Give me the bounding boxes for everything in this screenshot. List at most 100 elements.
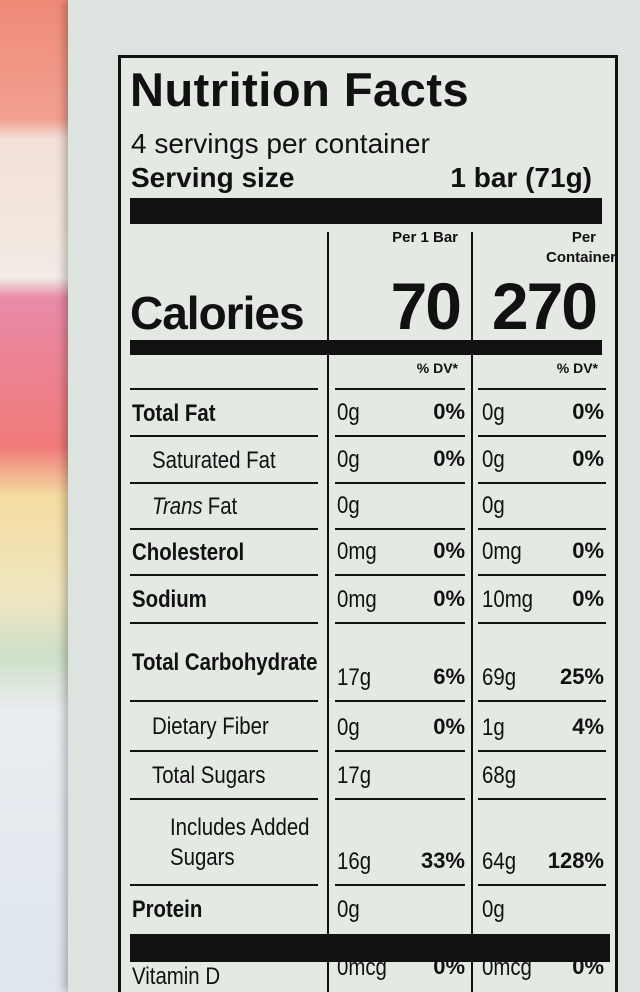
nutrient-name: Includes Added Sugars [170, 800, 320, 886]
rule [335, 388, 465, 390]
amount: 0g [337, 492, 360, 519]
daily-value: 0% [572, 538, 604, 563]
rule [130, 528, 318, 530]
rule [478, 435, 606, 437]
nutrient-name-italic: Trans [152, 493, 203, 520]
amount: 0mg [337, 586, 377, 613]
calories-value: 70 [390, 269, 462, 343]
daily-value: 6% [433, 664, 465, 689]
rule [478, 622, 606, 624]
rule [130, 700, 318, 702]
rule [130, 574, 318, 576]
nutrient-name-text: Protein [132, 896, 203, 923]
column-rule [327, 232, 329, 992]
rule [130, 798, 318, 800]
amount: 0g [482, 896, 505, 923]
amount: 0mg [482, 538, 522, 565]
rule [478, 700, 606, 702]
column-heading: Per Container [546, 229, 617, 266]
amount: 0g [337, 714, 360, 741]
rule [478, 750, 606, 752]
nutrient-name: Cholesterol [132, 530, 320, 576]
serving-size-label: Serving size [131, 162, 295, 193]
daily-value: 0% [433, 714, 465, 739]
rule [335, 482, 465, 484]
nutrient-name-text: Vitamin D [132, 963, 221, 990]
title: Nutrition Facts [130, 63, 470, 116]
thick-rule [130, 934, 610, 962]
rule [130, 622, 318, 624]
rule [335, 435, 465, 437]
amount: 10mg [482, 586, 534, 613]
nutrient-name-text: Total Sugars [152, 762, 266, 789]
nutrient-name-text: Fat [207, 493, 238, 520]
daily-value: 0% [433, 954, 465, 979]
rule [478, 884, 606, 886]
amount: 0mcg [337, 954, 387, 981]
amount: 16g [337, 848, 372, 875]
daily-value: 33% [420, 848, 465, 873]
amount: 64g [482, 848, 517, 875]
nutrient-name-text: Total Fat [132, 399, 216, 427]
rule [335, 798, 465, 800]
calories-label: Calories [130, 287, 305, 339]
rule [130, 435, 318, 437]
nutrient-name: Saturated Fat [152, 437, 320, 484]
serving-size: 1 bar (71g) [450, 162, 592, 193]
amount: 69g [482, 664, 517, 691]
daily-value: 0% [572, 586, 604, 611]
rule [335, 750, 465, 752]
rule [478, 574, 606, 576]
amount: 0mg [337, 538, 377, 565]
daily-value: 128% [547, 848, 604, 873]
daily-value: 0% [572, 954, 604, 979]
amount: 0g [482, 492, 505, 519]
daily-value: 0% [572, 446, 604, 471]
rule [335, 622, 465, 624]
thick-rule [130, 340, 602, 355]
daily-value: 0% [572, 399, 604, 424]
nutrient-name-text: Includes Added Sugars [170, 814, 310, 871]
nutrient-name: Protein [132, 886, 320, 934]
amount: 0g [337, 896, 360, 923]
nutrient-name: Dietary Fiber [152, 702, 320, 752]
rule [130, 388, 318, 390]
rule [130, 750, 318, 752]
daily-value: 0% [433, 586, 465, 611]
rule [130, 482, 318, 484]
daily-value: 0% [433, 538, 465, 563]
nutrient-name-text: Total Carbohydrate [132, 649, 318, 676]
amount: 0g [337, 399, 360, 426]
dv-heading: % DV* [556, 360, 598, 376]
rule [335, 574, 465, 576]
nutrient-name: Trans Fat [152, 484, 320, 530]
nutrient-name-text: Cholesterol [132, 539, 245, 566]
nutrient-name-text: Dietary Fiber [152, 713, 269, 740]
nutrient-name-text: Sodium [132, 586, 207, 613]
rule [478, 528, 606, 530]
daily-value: 4% [572, 714, 604, 739]
rule [130, 884, 318, 886]
rule [478, 388, 606, 390]
amount: 0g [482, 446, 505, 473]
daily-value: 25% [559, 664, 604, 689]
daily-value: 0% [433, 399, 465, 424]
nutrient-name: Total Carbohydrate [132, 624, 320, 702]
amount: 1g [482, 714, 505, 741]
dv-heading: % DV* [416, 360, 458, 376]
rule [478, 798, 606, 800]
amount: 68g [482, 762, 517, 789]
daily-value: 0% [433, 446, 465, 471]
nutrient-name: Vitamin D [132, 962, 320, 992]
nutrient-name: Total Sugars [152, 752, 320, 800]
thick-rule [130, 198, 602, 224]
rule [335, 884, 465, 886]
calories-value: 270 [491, 269, 598, 343]
nutrient-name: Sodium [132, 576, 320, 624]
servings: 4 servings per container [131, 128, 430, 159]
column-rule [471, 232, 473, 992]
column-heading: Per 1 Bar [392, 229, 458, 246]
nutrient-name: Total Fat [132, 390, 320, 437]
nutrient-name-text: Saturated Fat [152, 446, 276, 474]
